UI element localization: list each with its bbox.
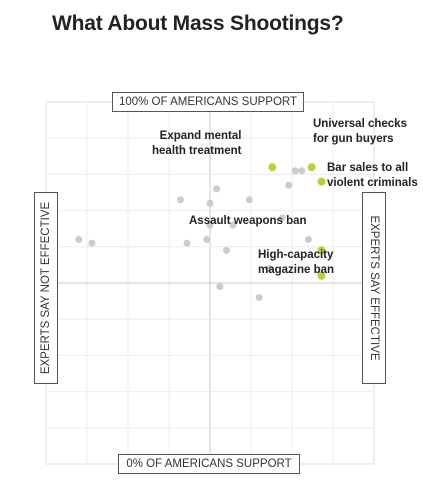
axis-label-left: EXPERTS SAY NOT EFFECTIVE [34, 192, 58, 384]
axis-label-bottom: 0% OF AMERICANS SUPPORT [118, 454, 300, 474]
highlighted-point-2 [318, 178, 326, 186]
data-point-22 [216, 283, 223, 290]
point-label-magazine-ban: High-capacity magazine ban [258, 248, 334, 278]
axis-label-left-text: EXPERTS SAY NOT EFFECTIVE [40, 202, 52, 374]
data-point-15 [203, 236, 210, 243]
data-point-16 [305, 236, 312, 243]
data-point-19 [184, 240, 191, 247]
data-point-8 [213, 185, 220, 192]
data-point-9 [177, 196, 184, 203]
chart-points [75, 163, 325, 301]
data-point-23 [256, 294, 263, 301]
point-label-bar-sales: Bar sales to all violent criminals [327, 161, 418, 191]
data-point-18 [88, 240, 95, 247]
data-point-7 [285, 182, 292, 189]
data-point-5 [292, 167, 299, 174]
axis-label-right: EXPERTS SAY EFFECTIVE [362, 192, 386, 384]
point-label-mental-health: Expand mental health treatment [152, 129, 241, 159]
point-label-assault-weapons: Assault weapons ban [189, 214, 307, 229]
axis-label-right-text: EXPERTS SAY EFFECTIVE [368, 215, 380, 360]
data-point-11 [207, 200, 214, 207]
data-point-20 [223, 247, 230, 254]
axis-label-top: 100% OF AMERICANS SUPPORT [112, 92, 304, 112]
highlighted-point-0 [268, 163, 276, 171]
data-point-10 [246, 196, 253, 203]
data-point-17 [75, 236, 82, 243]
point-label-universal-checks: Universal checks for gun buyers [313, 117, 407, 147]
data-point-6 [298, 167, 305, 174]
chart-title: What About Mass Shootings? [52, 12, 344, 36]
highlighted-point-1 [308, 163, 316, 171]
